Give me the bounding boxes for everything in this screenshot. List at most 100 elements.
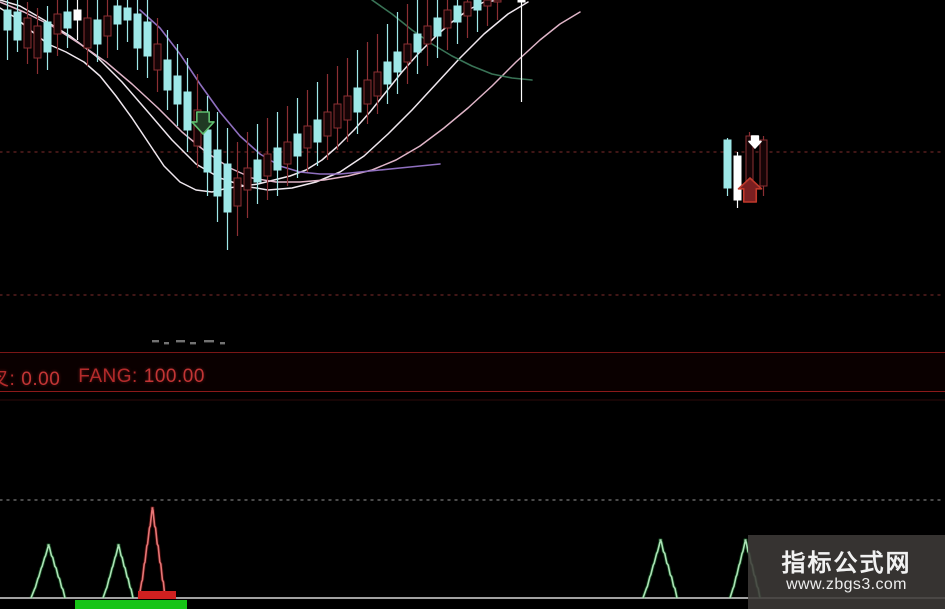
candlestick[interactable] bbox=[303, 90, 312, 172]
candle-body bbox=[293, 133, 302, 157]
candlestick[interactable] bbox=[343, 58, 352, 142]
candlestick[interactable] bbox=[103, 0, 112, 58]
candle-body bbox=[473, 0, 482, 11]
candlestick[interactable] bbox=[723, 138, 732, 196]
candlestick[interactable] bbox=[453, 0, 462, 44]
candlestick[interactable] bbox=[293, 98, 302, 178]
candlestick[interactable] bbox=[173, 44, 182, 126]
candlestick[interactable] bbox=[93, 0, 102, 62]
candlestick[interactable] bbox=[143, 0, 152, 78]
signal-arrow-down-icon[interactable] bbox=[748, 135, 762, 149]
candlestick[interactable] bbox=[323, 74, 332, 160]
candlestick[interactable] bbox=[423, 0, 432, 66]
candlestick[interactable] bbox=[363, 42, 372, 124]
candlestick[interactable] bbox=[233, 142, 242, 236]
candlestick[interactable] bbox=[273, 112, 282, 196]
candle-body bbox=[23, 17, 32, 49]
candlestick[interactable] bbox=[53, 0, 62, 56]
candle-body bbox=[33, 25, 42, 59]
candlestick[interactable] bbox=[83, 0, 92, 66]
candlestick[interactable] bbox=[413, 0, 422, 74]
faint-tick-group bbox=[152, 340, 225, 345]
candle-body bbox=[243, 167, 252, 191]
candle-body bbox=[383, 61, 392, 85]
candlestick[interactable] bbox=[203, 96, 212, 196]
candlestick[interactable] bbox=[13, 0, 22, 52]
signal-arrow-down-icon[interactable] bbox=[191, 111, 215, 135]
candle-body bbox=[123, 7, 132, 21]
signal-arrow-up-icon[interactable] bbox=[737, 177, 763, 203]
oscillator-spike-outline-2 bbox=[138, 507, 166, 599]
candlestick[interactable] bbox=[283, 106, 292, 186]
candle-body bbox=[413, 33, 422, 53]
candlestick[interactable] bbox=[43, 6, 52, 70]
candlestick[interactable] bbox=[403, 4, 412, 84]
candle-body bbox=[263, 153, 272, 177]
candle-body bbox=[393, 51, 402, 73]
oscillator-spike-glow-0 bbox=[29, 543, 67, 599]
candlestick[interactable] bbox=[443, 0, 452, 50]
candlestick[interactable] bbox=[473, 0, 482, 32]
candle-body bbox=[83, 17, 92, 49]
oscillator-spike-glow-1 bbox=[101, 543, 135, 599]
candlestick[interactable] bbox=[383, 24, 392, 104]
candle-body bbox=[93, 19, 102, 45]
candlestick[interactable] bbox=[113, 0, 122, 50]
candle-body bbox=[113, 5, 122, 25]
price-panel bbox=[0, 0, 945, 352]
candlestick[interactable] bbox=[433, 0, 442, 58]
candle-body bbox=[433, 17, 442, 37]
oscillator-block-0 bbox=[138, 591, 176, 599]
candlestick[interactable] bbox=[183, 58, 192, 152]
candlestick[interactable] bbox=[3, 0, 12, 60]
candle-body bbox=[53, 13, 62, 35]
candle-body bbox=[223, 163, 232, 213]
candlestick[interactable] bbox=[263, 118, 272, 200]
candlestick[interactable] bbox=[153, 18, 162, 92]
candlestick[interactable] bbox=[463, 0, 472, 38]
candlestick[interactable] bbox=[493, 0, 502, 20]
faint-tick bbox=[152, 340, 159, 343]
candlestick[interactable] bbox=[73, 0, 82, 40]
candlestick[interactable] bbox=[333, 66, 342, 150]
candlestick[interactable] bbox=[393, 12, 402, 94]
candlestick[interactable] bbox=[33, 8, 42, 74]
candlestick[interactable] bbox=[483, 0, 492, 26]
ma-line-MA-purple bbox=[139, 9, 441, 175]
candle-body bbox=[453, 5, 462, 23]
faint-tick bbox=[164, 342, 169, 345]
candlestick[interactable] bbox=[313, 82, 322, 166]
candle-body bbox=[373, 71, 382, 97]
candlestick[interactable] bbox=[123, 0, 132, 42]
candle-body bbox=[493, 0, 502, 3]
candlestick[interactable] bbox=[133, 0, 142, 70]
candle-body bbox=[443, 9, 452, 29]
candlestick[interactable] bbox=[733, 152, 742, 208]
candlestick[interactable] bbox=[213, 112, 222, 222]
candle-body bbox=[143, 21, 152, 57]
candle-body bbox=[303, 125, 312, 149]
candlestick[interactable] bbox=[243, 132, 252, 218]
candle-body bbox=[723, 139, 732, 189]
candlestick[interactable] bbox=[253, 124, 262, 204]
candlestick[interactable] bbox=[517, 0, 526, 102]
candlestick[interactable] bbox=[373, 34, 382, 114]
oscillator-spike-glow-2 bbox=[137, 506, 167, 599]
price-chart-canvas[interactable] bbox=[0, 0, 945, 352]
candlestick[interactable] bbox=[759, 136, 768, 196]
candle-body bbox=[423, 25, 432, 45]
candlestick[interactable] bbox=[23, 2, 32, 64]
candle-body bbox=[517, 0, 526, 3]
candlestick[interactable] bbox=[163, 30, 172, 110]
candle-body bbox=[3, 9, 12, 31]
candle-body bbox=[163, 59, 172, 91]
candle-body bbox=[63, 11, 72, 29]
watermark-title: 指标公式网 bbox=[781, 549, 912, 577]
candlestick[interactable] bbox=[353, 50, 362, 134]
candlestick[interactable] bbox=[63, 0, 72, 48]
candle-body bbox=[483, 0, 492, 7]
candlestick[interactable] bbox=[223, 128, 232, 250]
candle-body bbox=[213, 149, 222, 197]
candle-body bbox=[73, 9, 82, 21]
faint-tick bbox=[220, 342, 225, 345]
